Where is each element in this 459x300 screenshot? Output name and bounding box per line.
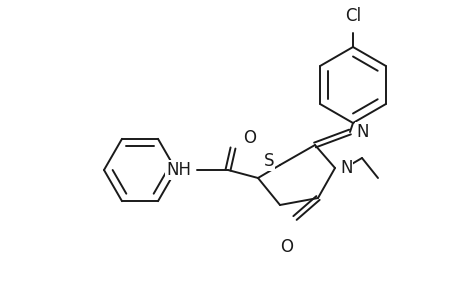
Text: S: S bbox=[263, 152, 274, 170]
Text: O: O bbox=[242, 129, 256, 147]
Text: NH: NH bbox=[166, 161, 190, 179]
Text: N: N bbox=[355, 123, 368, 141]
Text: N: N bbox=[339, 159, 352, 177]
Text: Cl: Cl bbox=[344, 7, 360, 25]
Text: O: O bbox=[280, 238, 293, 256]
